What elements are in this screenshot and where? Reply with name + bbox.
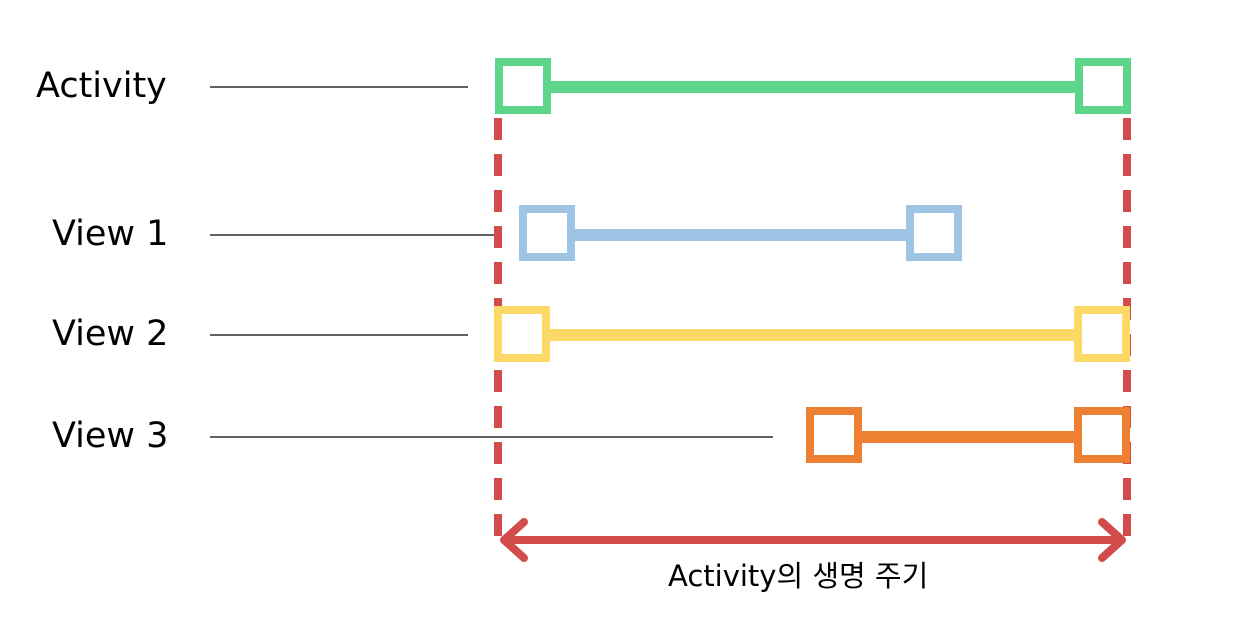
bar-activity-start-marker	[495, 58, 551, 114]
bar-view-3-start-marker	[806, 407, 862, 463]
label-activity: Activity	[36, 66, 167, 106]
bar-view-2-end-marker	[1074, 306, 1130, 362]
lifecycle-arrow	[500, 518, 1126, 562]
bar-view-1-end-marker	[906, 205, 962, 261]
bar-view-2	[494, 306, 1130, 362]
lifecycle-arrow-right-head	[1098, 518, 1126, 562]
bar-view-2-start-marker	[494, 306, 550, 362]
label-view-2: View 2	[52, 314, 169, 354]
label-view-1: View 1	[52, 214, 169, 254]
label-view-3: View 3	[52, 416, 169, 456]
bar-view-1-start-marker	[519, 205, 575, 261]
lifecycle-arrow-left-head	[500, 518, 528, 562]
bar-view-1	[519, 205, 962, 261]
bar-view-3-end-marker	[1074, 407, 1130, 463]
lifecycle-caption: Activity의 생명 주기	[668, 559, 929, 593]
bar-view-3	[806, 407, 1130, 463]
bar-activity-end-marker	[1075, 58, 1131, 114]
bar-activity	[495, 58, 1131, 114]
